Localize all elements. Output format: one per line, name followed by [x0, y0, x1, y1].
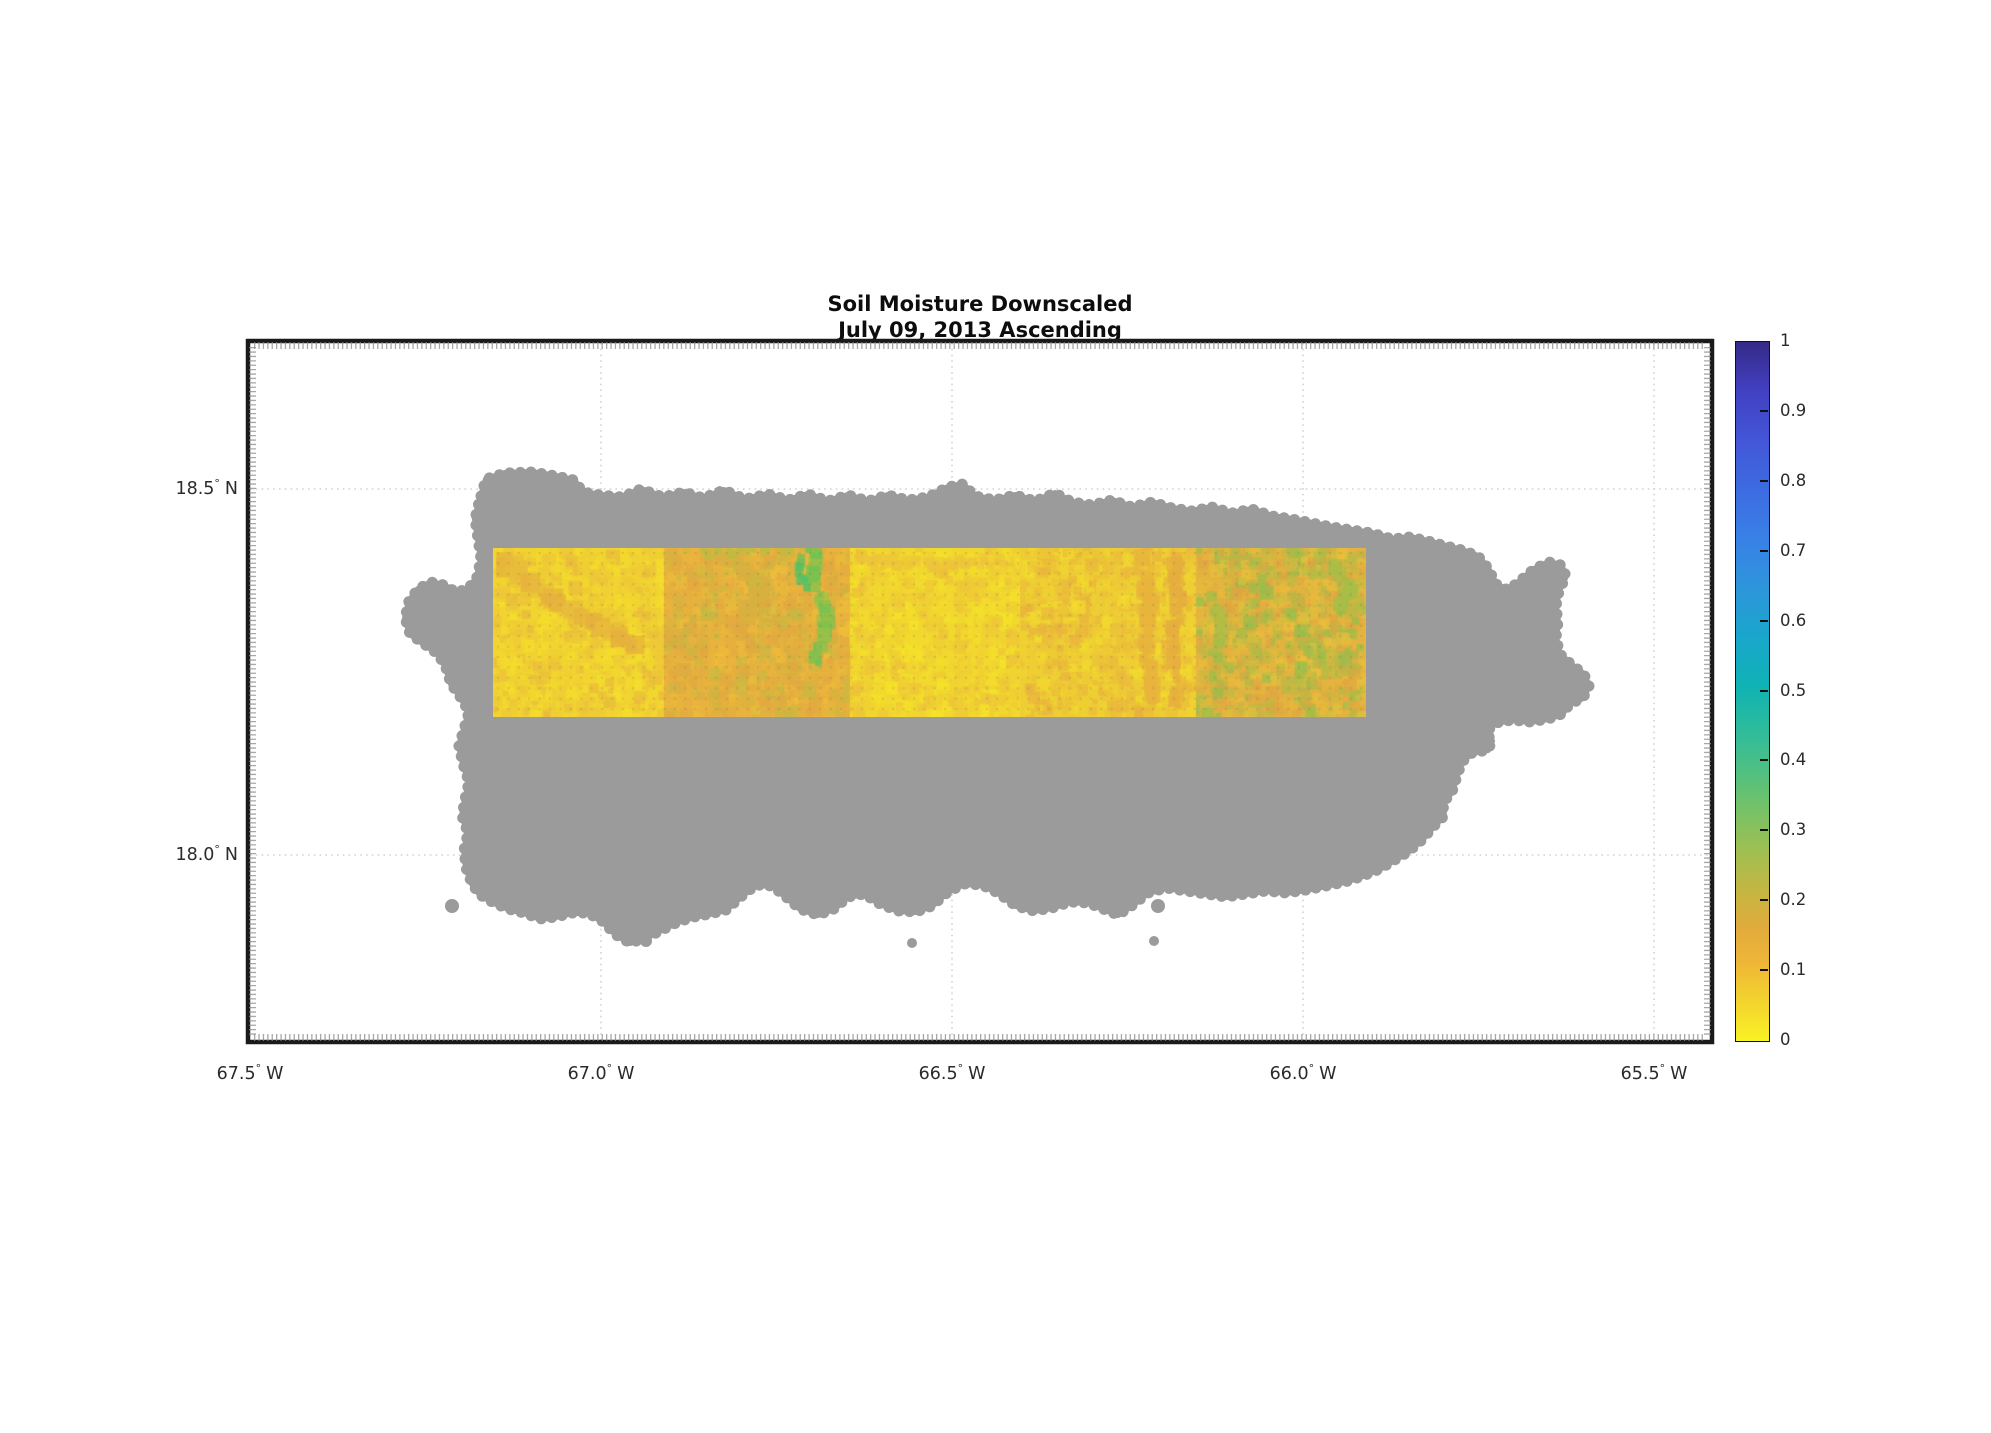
- colorbar-gradient: [1735, 341, 1770, 1042]
- soil-moisture-band-canvas: [493, 548, 1366, 717]
- colorbar-tick-label: 0.2: [1780, 890, 1807, 910]
- colorbar-tick-label: 0.5: [1780, 680, 1807, 700]
- y-tick-label: 18.0° N: [175, 843, 238, 865]
- colorbar-tick-label: 0.1: [1780, 960, 1807, 980]
- axis-minor-ticks: [249, 342, 1711, 1041]
- colorbar-tick-mark: [1760, 409, 1768, 412]
- x-tick-label: 67.5° W: [216, 1062, 284, 1084]
- x-tick-label: 66.0° W: [1269, 1062, 1337, 1084]
- colorbar-tick-mark: [1760, 549, 1768, 552]
- colorbar-tick-label: 0.4: [1780, 750, 1807, 770]
- x-tick-label: 65.5° W: [1620, 1062, 1688, 1084]
- x-tick-label: 67.0° W: [567, 1062, 635, 1084]
- y-tick-label: 18.5° N: [175, 477, 238, 499]
- colorbar-tick-label: 0.7: [1780, 540, 1807, 560]
- title-line-2: July 09, 2013 Ascending: [838, 318, 1122, 342]
- colorbar-tick-label: 0.3: [1780, 820, 1807, 840]
- colorbar-tick-mark: [1760, 619, 1768, 622]
- colorbar-tick-mark: [1760, 759, 1768, 762]
- colorbar-tick-mark: [1760, 969, 1768, 972]
- colorbar-tick-mark: [1760, 479, 1768, 482]
- colorbar-tick-label: 0: [1780, 1030, 1791, 1049]
- colorbar-tick-mark: [1760, 899, 1768, 902]
- colorbar-tick-mark: [1760, 829, 1768, 832]
- x-tick-label: 66.5° W: [918, 1062, 986, 1084]
- colorbar-tick-label: 0.9: [1780, 400, 1807, 420]
- title-line-1: Soil Moisture Downscaled: [827, 292, 1133, 316]
- colorbar-tick-mark: [1760, 689, 1768, 692]
- figure-title: Soil Moisture Downscaled July 09, 2013 A…: [248, 291, 1712, 343]
- colorbar-tick-label: 0.6: [1780, 610, 1807, 630]
- plot-border: [245, 338, 1715, 1045]
- colorbar-tick-label: 0.8: [1780, 470, 1807, 490]
- colorbar-tick-label: 1: [1780, 331, 1791, 350]
